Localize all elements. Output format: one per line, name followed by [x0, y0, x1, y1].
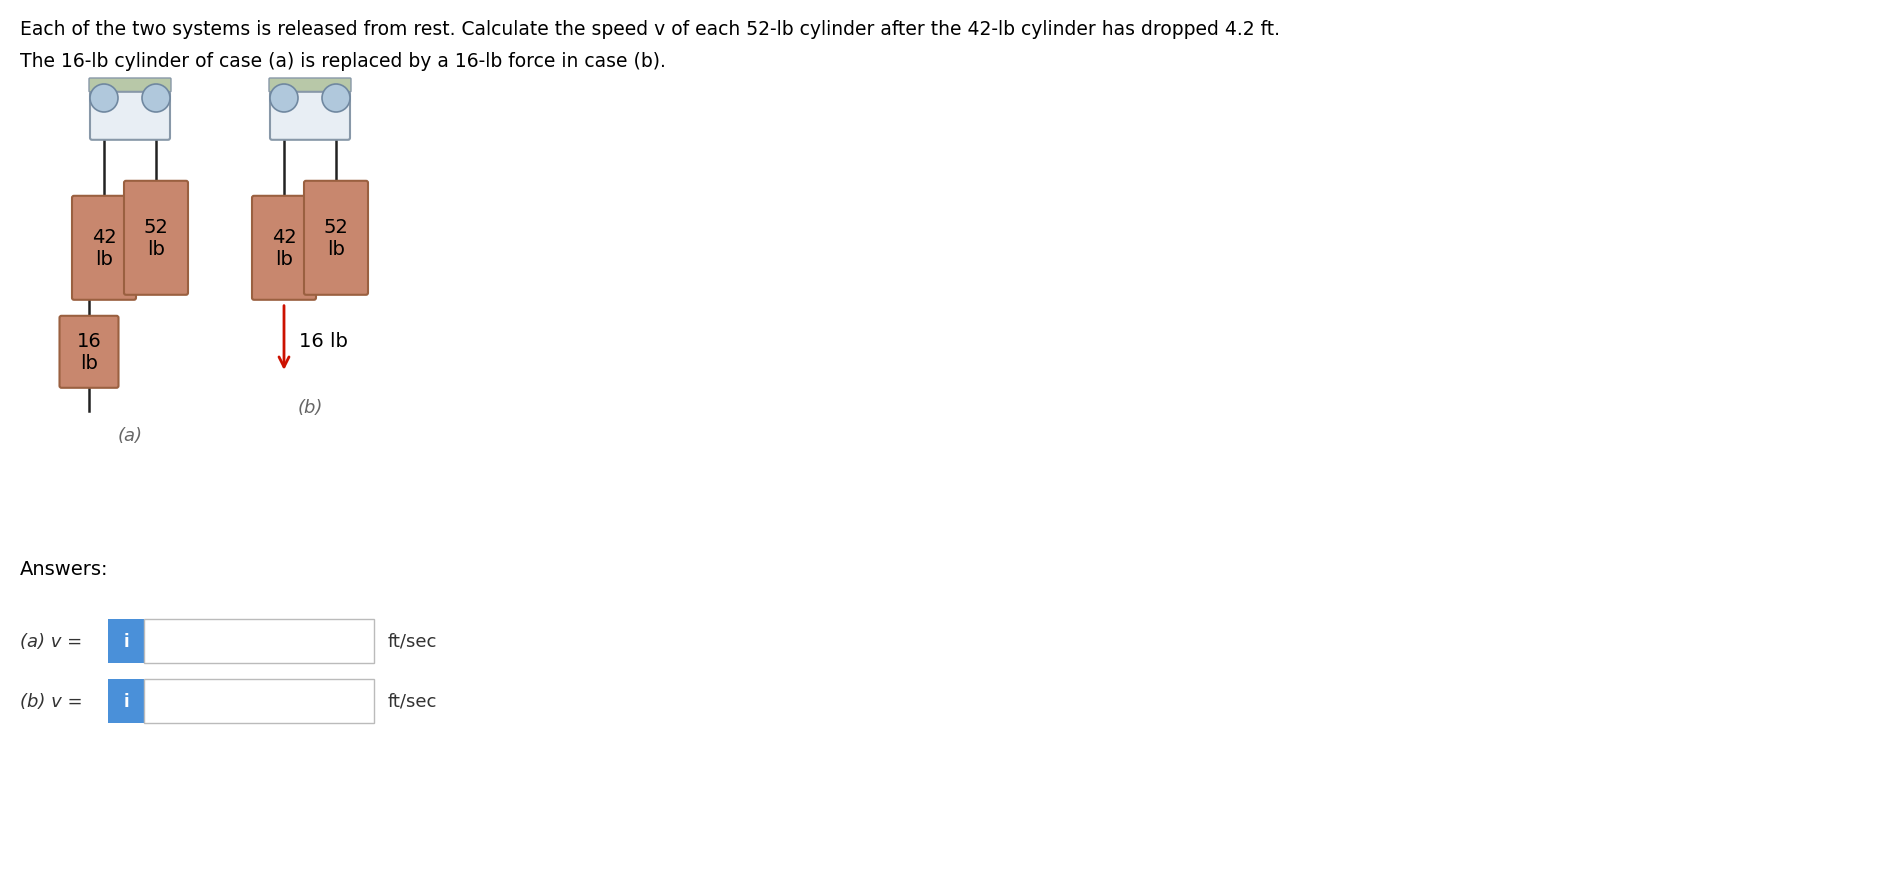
Text: The 16-lb cylinder of case (a) is replaced by a 16-lb force in case (b).: The 16-lb cylinder of case (a) is replac…	[21, 52, 665, 71]
FancyBboxPatch shape	[108, 619, 144, 664]
FancyBboxPatch shape	[89, 79, 170, 93]
Circle shape	[321, 85, 349, 113]
Circle shape	[142, 85, 170, 113]
Text: (a): (a)	[117, 426, 142, 444]
FancyBboxPatch shape	[91, 93, 170, 141]
Text: (a) v =: (a) v =	[21, 633, 89, 650]
FancyBboxPatch shape	[108, 680, 144, 723]
FancyBboxPatch shape	[72, 197, 136, 300]
Text: ft/sec: ft/sec	[387, 633, 436, 650]
Text: ft/sec: ft/sec	[387, 692, 436, 711]
Text: (b) v =: (b) v =	[21, 692, 89, 711]
FancyBboxPatch shape	[270, 93, 349, 141]
Text: 52
lb: 52 lb	[323, 218, 348, 259]
Text: 42
lb: 42 lb	[272, 228, 297, 269]
FancyBboxPatch shape	[251, 197, 315, 300]
Text: 16
lb: 16 lb	[77, 332, 102, 373]
Text: (b): (b)	[297, 399, 323, 416]
FancyBboxPatch shape	[59, 316, 119, 388]
FancyBboxPatch shape	[125, 182, 187, 295]
Text: 42
lb: 42 lb	[91, 228, 117, 269]
FancyBboxPatch shape	[144, 680, 374, 723]
Text: 52
lb: 52 lb	[144, 218, 168, 259]
FancyBboxPatch shape	[268, 79, 351, 93]
Text: 16 lb: 16 lb	[298, 331, 348, 350]
Circle shape	[270, 85, 298, 113]
Text: Each of the two systems is released from rest. Calculate the speed v of each 52-: Each of the two systems is released from…	[21, 20, 1279, 39]
FancyBboxPatch shape	[144, 619, 374, 664]
Text: i: i	[123, 633, 128, 650]
Text: Answers:: Answers:	[21, 559, 108, 579]
FancyBboxPatch shape	[304, 182, 368, 295]
Text: i: i	[123, 692, 128, 711]
Circle shape	[91, 85, 117, 113]
